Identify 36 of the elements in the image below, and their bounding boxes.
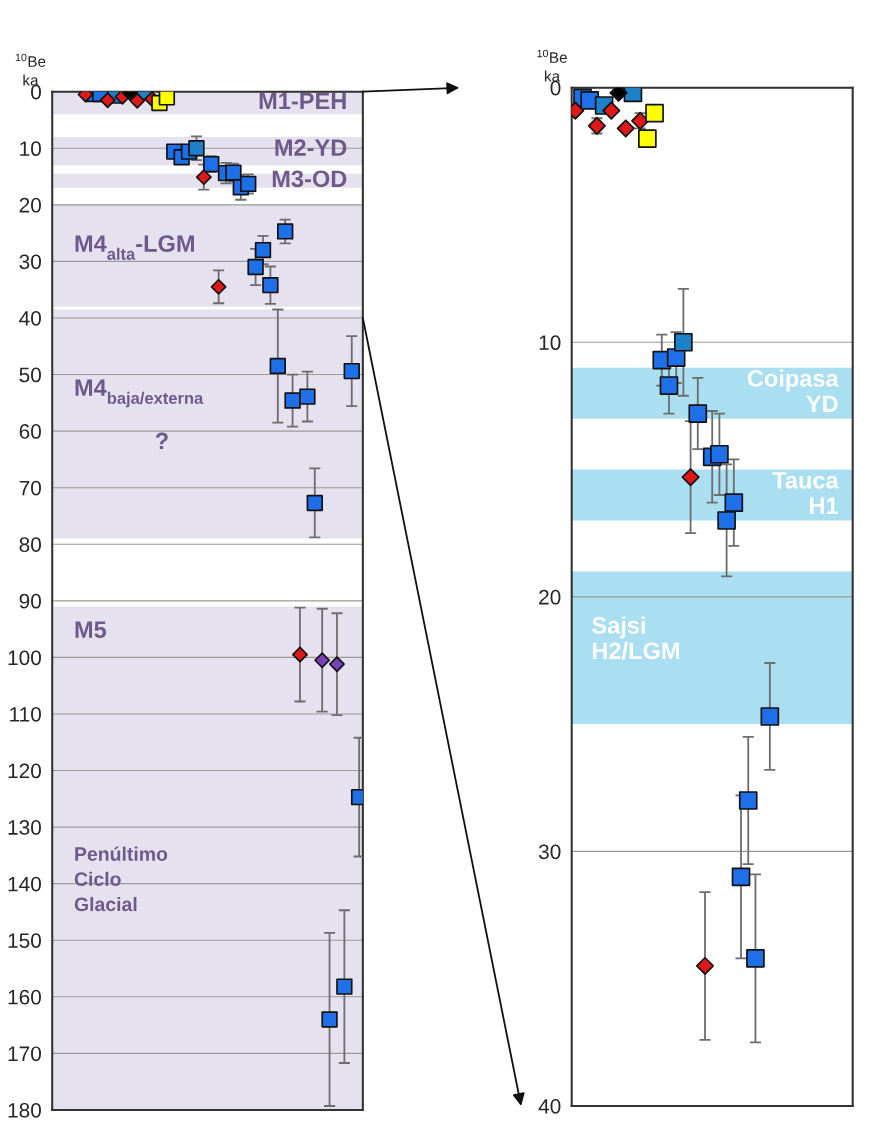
y-tick-label: 20 xyxy=(539,589,561,605)
y-tick-label: 70 xyxy=(19,480,41,496)
y-axis-title: $^{10}$Be ka xyxy=(537,49,567,82)
band-label: M5 xyxy=(75,621,107,638)
y-tick-label: 80 xyxy=(19,537,41,553)
y-tick-label: 90 xyxy=(19,593,41,609)
y-tick-label: 0 xyxy=(31,84,41,100)
band-label: Tauca H1 xyxy=(772,472,839,514)
y-tick-label: 110 xyxy=(10,706,41,722)
band-label: M1-PEH xyxy=(259,92,346,110)
y-tick-label: 170 xyxy=(8,1046,41,1062)
band-label: M4baja/externa xyxy=(75,379,204,408)
y-tick-label: 130 xyxy=(8,820,41,835)
y-tick-label: 100 xyxy=(8,650,41,666)
y-tick-label: 60 xyxy=(19,424,41,439)
annotation: Penúltimo Ciclo Glacial xyxy=(74,846,168,912)
y-tick-label: 0 xyxy=(550,80,561,96)
band-label: M2-YD xyxy=(275,139,347,156)
y-tick-label: 180 xyxy=(8,1102,41,1118)
y-tick-label: 150 xyxy=(8,933,41,948)
y-tick-label: 30 xyxy=(538,844,561,860)
y-tick-label: 10 xyxy=(539,335,561,351)
y-tick-label: 20 xyxy=(19,197,41,213)
band-label: Coipasa YD xyxy=(747,369,839,412)
y-tick-label: 40 xyxy=(19,310,41,326)
y-tick-label: 10 xyxy=(20,141,41,157)
band-label: Sajsi H2/LGM xyxy=(592,616,679,660)
y-tick-label: 30 xyxy=(19,254,41,270)
y-tick-label: 140 xyxy=(8,876,41,892)
y-tick-label: 50 xyxy=(19,367,41,383)
annotation: ? xyxy=(155,432,168,450)
y-axis-title: $^{10}$Be ka xyxy=(15,53,46,86)
y-tick-label: 160 xyxy=(8,989,41,1005)
band-label: M3-OD xyxy=(272,170,347,188)
y-tick-label: 40 xyxy=(538,1098,561,1114)
y-tick-label: 120 xyxy=(8,763,41,779)
